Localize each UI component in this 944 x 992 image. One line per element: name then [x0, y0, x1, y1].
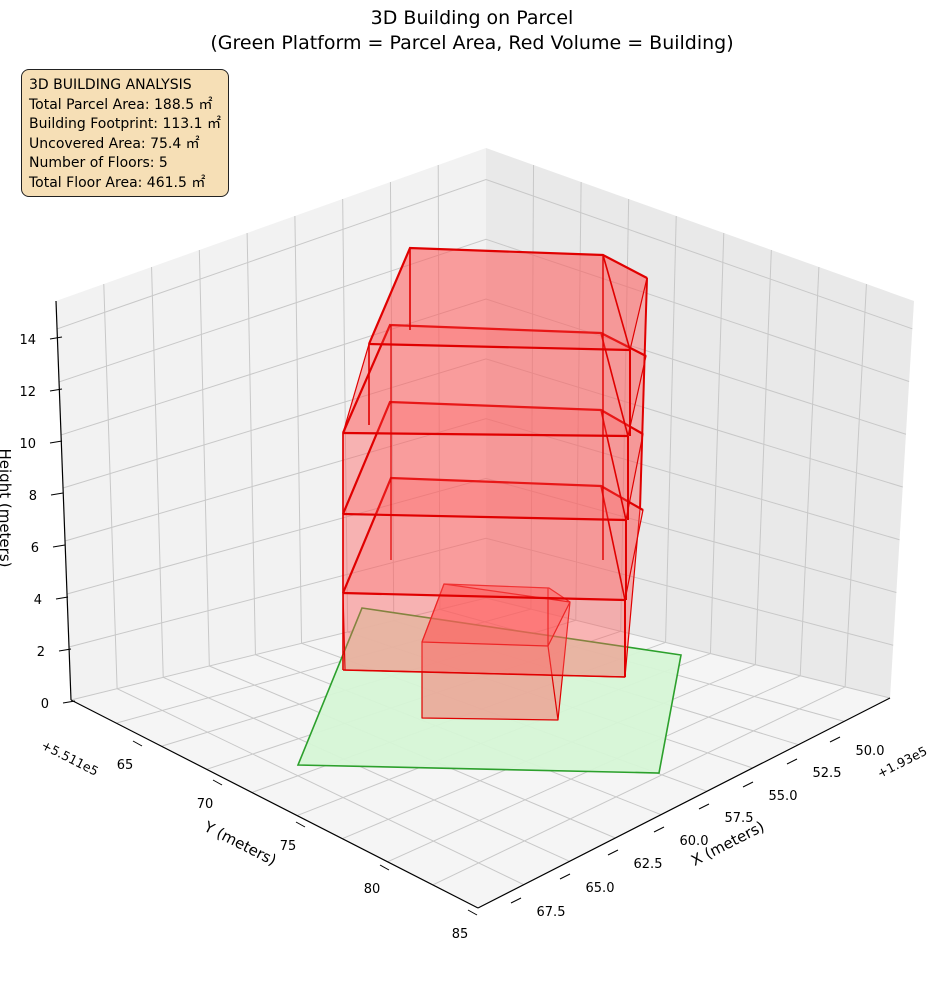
info-line: Total Floor Area: 461.5 ㎡: [29, 174, 206, 191]
y-tick-label: 65: [117, 758, 134, 773]
floor-edge: [341, 476, 644, 594]
y-axis-label: Y (meters): [200, 817, 279, 869]
z-tick-label: 4: [34, 593, 42, 608]
y-tick-mark: [132, 740, 143, 747]
grid-line: [799, 266, 820, 676]
z-tick-mark: [50, 492, 64, 496]
x-tick-label: 57.5: [725, 811, 754, 826]
y-tick-mark: [379, 864, 390, 871]
x-tick-mark: [607, 849, 619, 856]
x-axis-line: [477, 697, 891, 909]
y-offset-label: +5.511e5: [39, 737, 101, 778]
y-tick-label: 70: [197, 797, 214, 812]
grid-line: [709, 232, 725, 654]
small-block-top: [421, 583, 571, 647]
z-axis-line: [55, 300, 72, 701]
z-tick-mark: [49, 336, 63, 340]
info-line: Building Footprint: 113.1 ㎡: [29, 116, 222, 132]
grid-line: [620, 198, 630, 632]
vertical-edge: [639, 277, 648, 510]
z-tick-mark: [49, 388, 63, 392]
y-tick-label: 80: [364, 882, 381, 897]
grid-line: [342, 198, 349, 633]
z-tick-label: 2: [37, 645, 45, 660]
axes: [55, 300, 891, 909]
grid-line: [665, 215, 677, 643]
small-block-edge: [547, 645, 559, 721]
x-tick-label: 67.5: [537, 905, 566, 920]
y-tick-mark: [467, 909, 478, 916]
x-tick-mark: [698, 803, 710, 810]
x-tick-label: 65.0: [586, 881, 615, 896]
z-tick-mark: [49, 440, 63, 444]
y-tick-mark: [295, 821, 306, 828]
info-line: Uncovered Area: 75.4 ㎡: [29, 135, 200, 152]
z-tick-mark: [58, 648, 72, 652]
grid-line: [754, 249, 772, 665]
floor-front-edge: [342, 512, 627, 522]
info-box: 3D BUILDING ANALYSIS Total Parcel Area: …: [21, 69, 229, 197]
y-axis-line: [70, 699, 479, 909]
x-tick-label: 55.0: [769, 789, 798, 804]
z-tick-label: 8: [29, 489, 37, 504]
x-tick-mark: [742, 781, 754, 788]
grid-line: [437, 164, 441, 610]
tick-labels: 0 2 4 6 8 10 12 14 65 70 75 80 85 50.0 52.5 55.0 57.5 60.…: [19, 333, 884, 942]
bottom-edge: [342, 669, 626, 678]
x-tick-mark: [510, 897, 522, 904]
info-line: Number of Floors: 5: [29, 155, 168, 171]
x-tick-mark: [829, 736, 841, 743]
building-volume: [341, 246, 648, 721]
x-tick-mark: [786, 758, 798, 765]
chart-title: 3D Building on Parcel: [370, 7, 574, 29]
z-tick-mark: [52, 544, 66, 548]
grid-line: [294, 215, 303, 644]
z-tick-label: 10: [19, 437, 36, 452]
info-line: Total Parcel Area: 188.5 ㎡: [29, 96, 213, 113]
floor-front-edge: [368, 342, 631, 352]
z-axis-label: Height (meters): [0, 449, 14, 568]
grid-line: [151, 266, 164, 678]
z-tick-label: 0: [41, 697, 49, 712]
grid-line: [246, 232, 256, 655]
floor-edge: [341, 323, 647, 434]
z-tick-mark: [62, 700, 76, 704]
grid-line: [163, 676, 570, 862]
floor-edge: [341, 400, 644, 515]
floor-edge: [367, 246, 648, 345]
z-tick-mark: [55, 596, 69, 600]
y-tick-label: 85: [452, 927, 469, 942]
info-heading: 3D BUILDING ANALYSIS: [29, 77, 192, 93]
chart-title-block: 3D Building on Parcel (Green Platform = …: [0, 6, 944, 56]
y-tick-mark: [212, 779, 223, 786]
pane-right: [486, 148, 914, 698]
grid-line: [198, 249, 210, 667]
grid-line: [432, 686, 846, 886]
grid-line: [103, 283, 118, 689]
x-tick-mark: [559, 873, 571, 880]
parcel-platform: [296, 607, 682, 774]
grid-line: [844, 283, 867, 687]
x-tick-label: 60.0: [680, 834, 709, 849]
x-tick-mark: [653, 826, 665, 833]
floor-side-edge: [602, 254, 631, 351]
floor-side-edge: [600, 409, 627, 521]
floor-front-edge: [342, 591, 626, 602]
floor-side-edge: [600, 485, 626, 601]
y-tick-label: 75: [280, 839, 297, 854]
parcel-polygon: [296, 607, 682, 774]
chart-subtitle: (Green Platform = Parcel Area, Red Volum…: [210, 32, 734, 54]
grid-line: [530, 164, 535, 610]
z-tick-label: 6: [31, 541, 39, 556]
x-tick-label: 52.5: [813, 766, 842, 781]
x-tick-label: 62.5: [634, 857, 663, 872]
z-tick-label: 12: [19, 385, 36, 400]
z-tick-label: 14: [19, 333, 36, 348]
grid-line: [116, 688, 524, 886]
x-tick-label: 50.0: [856, 744, 885, 759]
